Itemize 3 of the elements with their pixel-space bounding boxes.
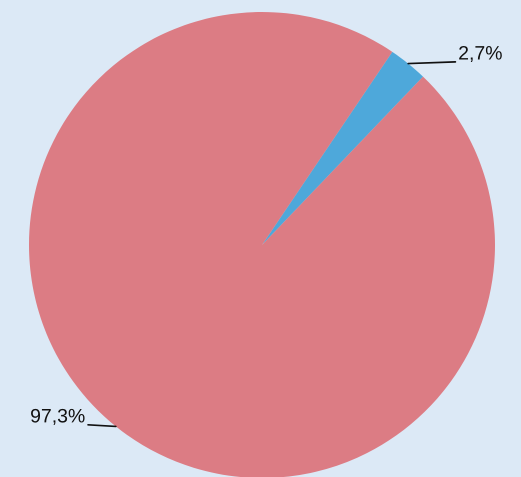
data-label: 2,7%: [459, 46, 502, 62]
data-label: 97,3%: [31, 408, 85, 425]
pie-slice: [262, 52, 424, 245]
